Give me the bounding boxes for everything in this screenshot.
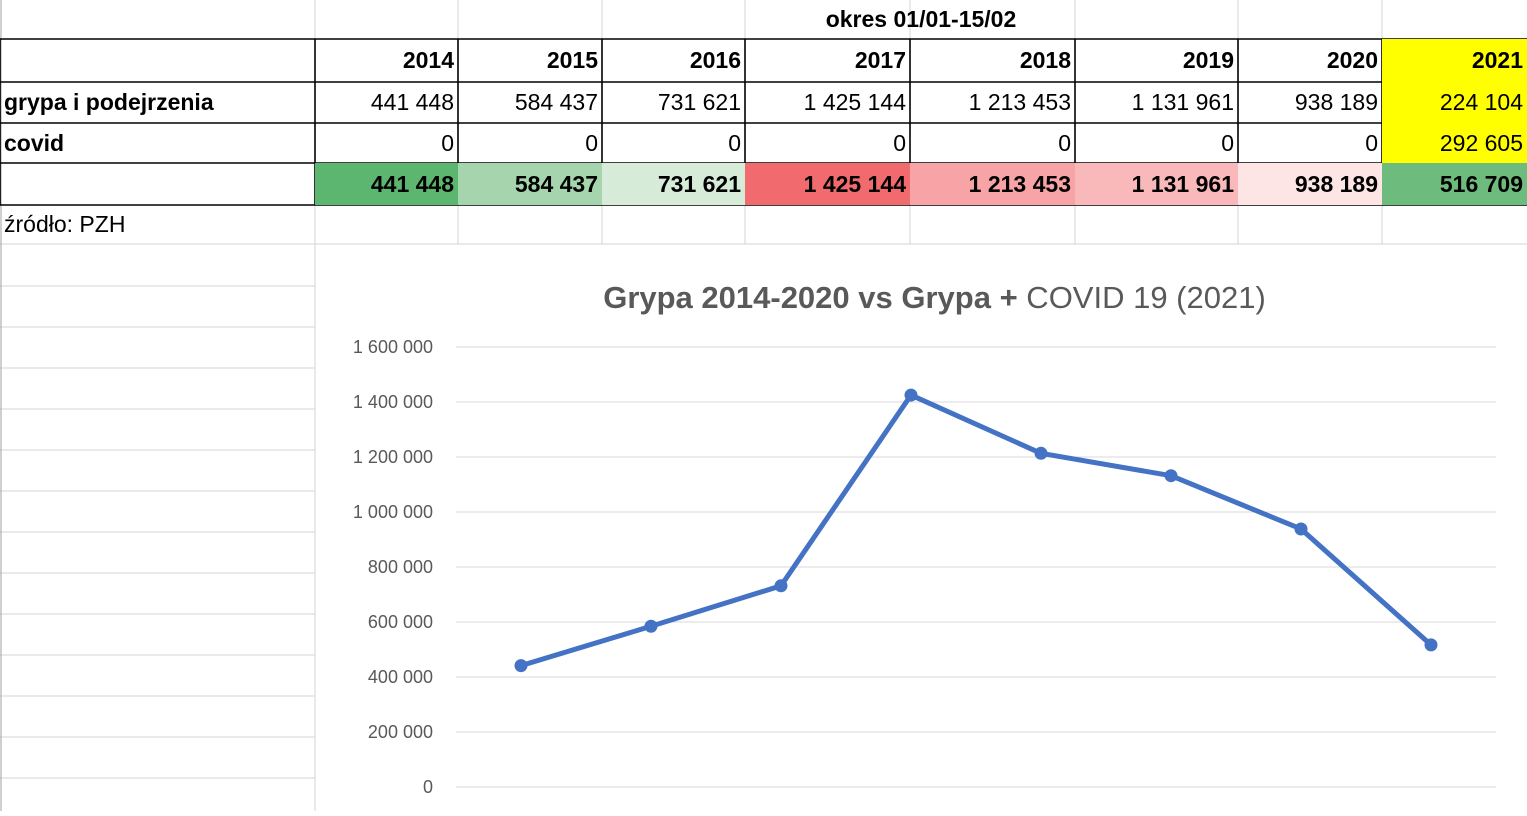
value-cell[interactable]: 0: [1058, 129, 1071, 156]
year-header-2017[interactable]: 2017: [854, 47, 906, 73]
y-tick-label: 800 000: [368, 557, 433, 577]
value-cell[interactable]: 584 437: [514, 89, 598, 115]
period-header[interactable]: okres 01/01-15/02: [825, 6, 1017, 32]
year-header-2019[interactable]: 2019: [1182, 47, 1234, 73]
y-tick-label: 600 000: [368, 612, 433, 632]
chart-canvas: Grypa 2014-2020 vs Grypa + COVID 19 (202…: [353, 280, 1496, 797]
y-tick-label: 1 200 000: [353, 447, 433, 467]
value-cell[interactable]: 0: [585, 129, 598, 156]
total-cell[interactable]: 1 425 144: [745, 163, 910, 205]
y-tick-label: 1 400 000: [353, 392, 433, 412]
chart-title-regular: COVID 19 (2021): [1018, 280, 1266, 315]
row-label[interactable]: grypa i podejrzenia: [4, 89, 214, 115]
line-chart[interactable]: Grypa 2014-2020 vs Grypa + COVID 19 (202…: [316, 246, 1527, 811]
value-cell[interactable]: 0: [893, 129, 906, 156]
y-tick-label: 0: [423, 777, 433, 797]
value-cell[interactable]: 441 448: [370, 89, 454, 115]
total-cell[interactable]: 1 213 453: [910, 163, 1075, 205]
year-header-2014[interactable]: 2014: [402, 47, 454, 73]
year-header-2018[interactable]: 2018: [1019, 47, 1071, 73]
value-cell[interactable]: 0: [1221, 129, 1234, 156]
total-cell[interactable]: 1 131 961: [1075, 163, 1238, 205]
data-point-2020[interactable]: [1294, 522, 1308, 536]
value-cell[interactable]: 1 213 453: [968, 89, 1071, 115]
value-cell[interactable]: 0: [441, 129, 454, 156]
y-tick-label: 400 000: [368, 667, 433, 687]
data-point-2019[interactable]: [1164, 469, 1178, 483]
total-cell[interactable]: 731 621: [602, 163, 745, 205]
y-tick-label: 1 600 000: [353, 337, 433, 357]
total-cell[interactable]: 938 189: [1238, 163, 1382, 205]
data-point-2016[interactable]: [774, 579, 788, 593]
value-cell[interactable]: 224 104: [1382, 82, 1527, 123]
chart-title: Grypa 2014-2020 vs Grypa + COVID 19 (202…: [603, 280, 1266, 315]
year-header-2021[interactable]: 2021: [1382, 39, 1527, 82]
data-point-2021[interactable]: [1424, 638, 1438, 652]
value-cell[interactable]: 1 131 961: [1131, 89, 1234, 115]
row-label[interactable]: covid: [4, 129, 65, 156]
total-cell[interactable]: 584 437: [458, 163, 602, 205]
year-header-2016[interactable]: 2016: [689, 47, 741, 73]
value-cell[interactable]: 0: [728, 129, 741, 156]
data-point-2015[interactable]: [644, 619, 658, 633]
source-note[interactable]: źródło: PZH: [4, 211, 126, 237]
data-point-2017[interactable]: [904, 388, 918, 402]
total-cell[interactable]: 516 709: [1382, 163, 1527, 205]
data-point-2018[interactable]: [1034, 446, 1048, 460]
year-header-2020[interactable]: 2020: [1326, 47, 1378, 73]
value-cell[interactable]: 0: [1365, 129, 1378, 156]
chart-title-bold: Grypa 2014-2020 vs Grypa +: [603, 280, 1017, 315]
series-line: [518, 392, 1434, 669]
value-cell[interactable]: 292 605: [1382, 123, 1527, 163]
data-point-2014[interactable]: [514, 659, 528, 673]
value-cell[interactable]: 938 189: [1294, 89, 1378, 115]
total-cell[interactable]: 441 448: [315, 163, 458, 205]
y-tick-label: 1 000 000: [353, 502, 433, 522]
y-tick-label: 200 000: [368, 722, 433, 742]
value-cell[interactable]: 1 425 144: [803, 89, 906, 115]
year-header-2015[interactable]: 2015: [546, 47, 598, 73]
value-cell[interactable]: 731 621: [657, 89, 741, 115]
